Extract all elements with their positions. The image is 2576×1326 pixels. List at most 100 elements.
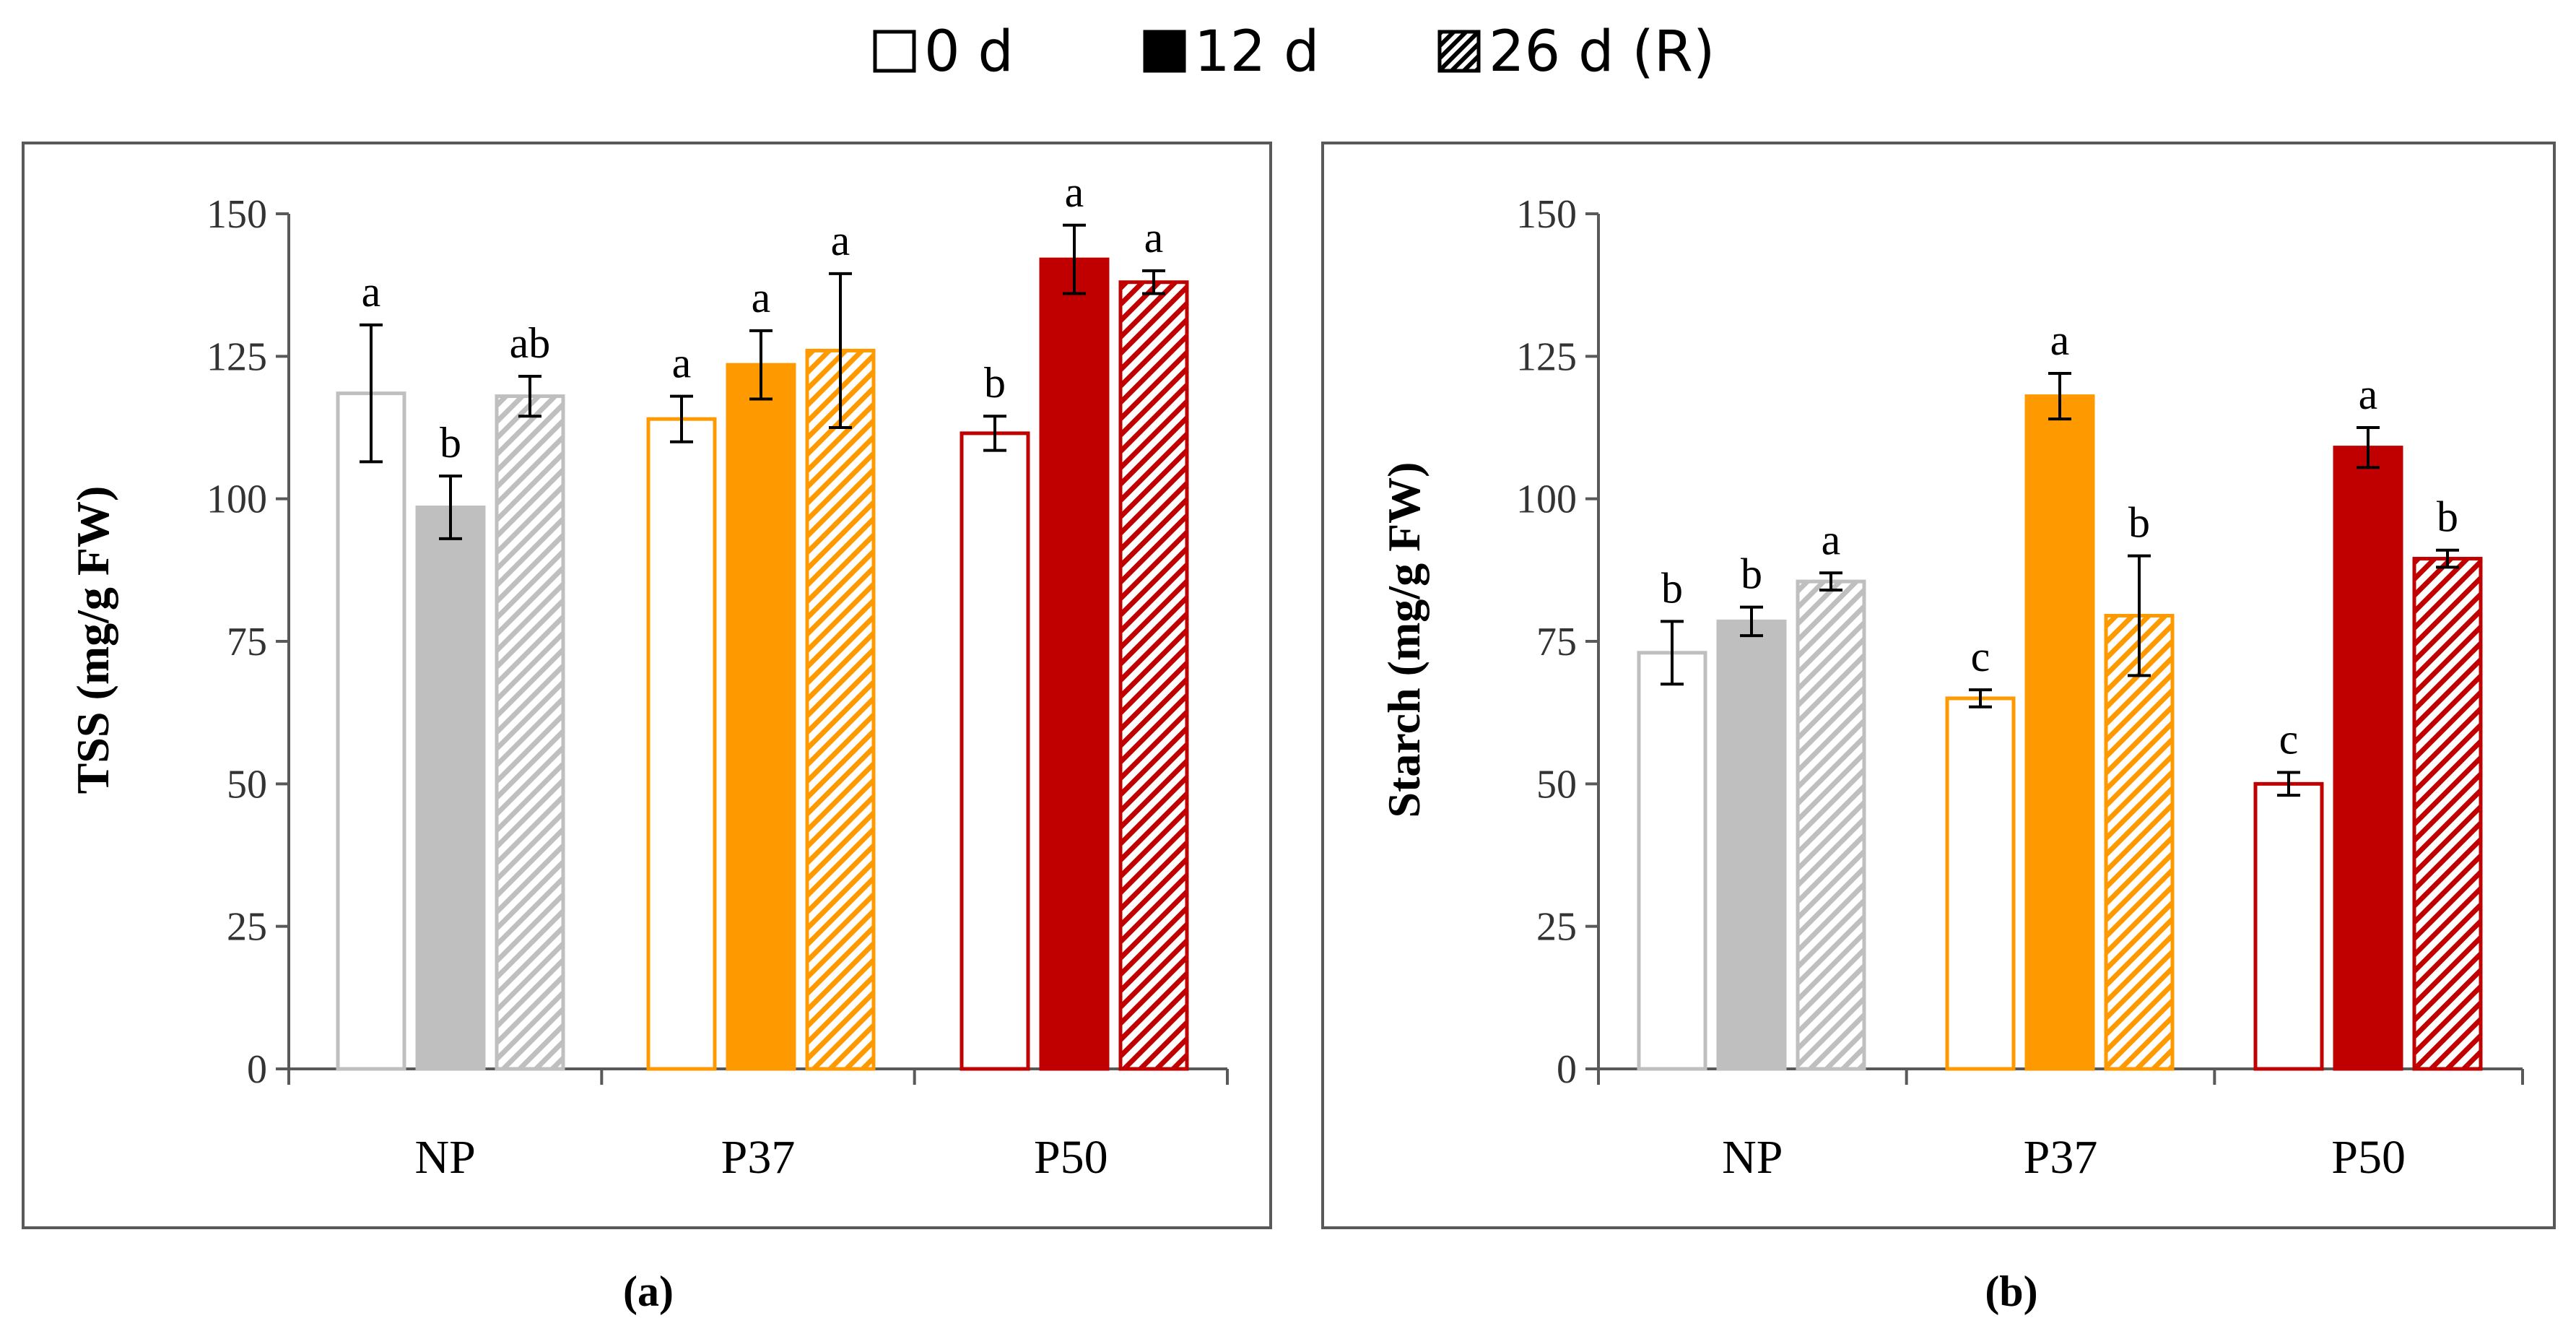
significance-letter: a [672, 339, 692, 387]
y-ticks: 0 25 50 75 100 125 150 [206, 192, 289, 1092]
bar [336, 391, 406, 1071]
bars [336, 257, 1189, 1071]
bar [1118, 280, 1189, 1071]
error-bar [1740, 605, 1763, 638]
bar [726, 363, 796, 1071]
significance-letter: c [2279, 716, 2299, 763]
panel-caption: (a) [623, 1268, 674, 1315]
panel-a-frame [22, 142, 1272, 1229]
significance-letter: b [1661, 564, 1683, 612]
legend-item-0d: 0 d [873, 20, 1014, 84]
y-tick-label: 125 [206, 334, 267, 379]
error-bar [2277, 771, 2300, 797]
y-axis-title: Starch (mg/g FW) [1378, 462, 1430, 818]
bar [2024, 394, 2095, 1071]
significance-letter: b [2128, 499, 2150, 547]
legend-label: 26 d (R) [1489, 20, 1715, 84]
error-bar [749, 329, 773, 401]
legend-item-12d: 12 d [1143, 20, 1320, 84]
legend-swatch-solid [1143, 30, 1186, 73]
x-ticks [287, 1069, 1229, 1085]
bar [1637, 651, 1707, 1071]
error-bar [670, 394, 693, 443]
significance-letter: b [984, 359, 1006, 407]
y-tick-label: 25 [227, 905, 267, 950]
significance-letter: b [2437, 493, 2458, 541]
panel-b: 0 25 50 75 100 125 150 b b a c a b c a b NP P37 P50 Star… [1378, 192, 2524, 1315]
error-bar [829, 272, 852, 429]
y-tick-label: 150 [206, 192, 267, 237]
significance-letters: b b a c a b c a b [1661, 316, 2458, 763]
category-label: NP [414, 1131, 475, 1184]
y-tick-label: 150 [1516, 192, 1577, 237]
bar [2333, 446, 2403, 1071]
bar [960, 431, 1030, 1071]
error-bar [360, 323, 383, 464]
category-label: P50 [1034, 1131, 1108, 1184]
y-axis-title: TSS (mg/g FW) [67, 486, 118, 794]
error-bars [360, 223, 1165, 540]
bars [1637, 394, 2483, 1071]
panel-caption: (b) [1985, 1268, 2037, 1315]
significance-letter: b [1741, 550, 1762, 598]
legend-label: 12 d [1194, 20, 1320, 84]
y-ticks: 0 25 50 75 100 125 150 [1516, 192, 1598, 1092]
legend-swatch-hatched [1437, 30, 1481, 73]
significance-letter: a [2359, 370, 2378, 418]
y-tick-label: 25 [1536, 905, 1577, 950]
bar [1716, 619, 1787, 1071]
legend-swatch-open [873, 30, 916, 73]
bar [2104, 613, 2175, 1071]
y-tick-label: 100 [206, 477, 267, 522]
y-tick-label: 50 [1536, 762, 1577, 807]
y-tick-label: 50 [227, 762, 267, 807]
category-labels: NP P37 P50 [1722, 1131, 2406, 1184]
significance-letter: a [1065, 168, 1084, 216]
significance-letter: c [1971, 633, 1990, 680]
significance-letter: a [362, 268, 381, 316]
error-bar [1142, 269, 1165, 295]
y-tick-label: 0 [1557, 1047, 1577, 1092]
category-labels: NP P37 P50 [414, 1131, 1108, 1184]
bar [1796, 579, 1866, 1071]
error-bar [1819, 571, 1842, 592]
error-bar [1661, 620, 1684, 686]
error-bar [2357, 426, 2380, 469]
y-tick-label: 75 [1536, 620, 1577, 664]
bar [1039, 257, 1110, 1071]
y-tick-label: 100 [1516, 477, 1577, 522]
x-ticks [1597, 1069, 2524, 1085]
significance-letter: a [752, 274, 771, 321]
error-bar [1063, 223, 1086, 295]
significance-letter: a [1144, 214, 1164, 261]
error-bar [2048, 372, 2071, 421]
y-tick-label: 75 [227, 620, 267, 664]
error-bar [983, 415, 1006, 452]
y-tick-label: 0 [247, 1047, 267, 1092]
bar [415, 506, 486, 1071]
significance-letter: a [2050, 316, 2070, 364]
bar [495, 394, 565, 1071]
legend-item-26dR: 26 d (R) [1437, 20, 1715, 84]
bar [805, 348, 876, 1071]
panel-b-frame [1321, 142, 2556, 1229]
category-label: P50 [2331, 1131, 2406, 1184]
legend-label: 0 d [924, 20, 1014, 84]
y-tick-label: 125 [1516, 334, 1577, 379]
category-label: P37 [2024, 1131, 2098, 1184]
error-bar [518, 374, 541, 418]
significance-letter: a [831, 217, 850, 264]
error-bars [1661, 372, 2459, 797]
error-bar [439, 474, 462, 540]
bar [646, 417, 717, 1071]
bar [2253, 781, 2324, 1071]
significance-letter: a [1822, 516, 1841, 563]
error-bar [2436, 548, 2459, 569]
bar [2412, 557, 2483, 1071]
category-label: P37 [721, 1131, 796, 1184]
error-bar [1969, 688, 1992, 708]
bar [1945, 696, 2016, 1071]
